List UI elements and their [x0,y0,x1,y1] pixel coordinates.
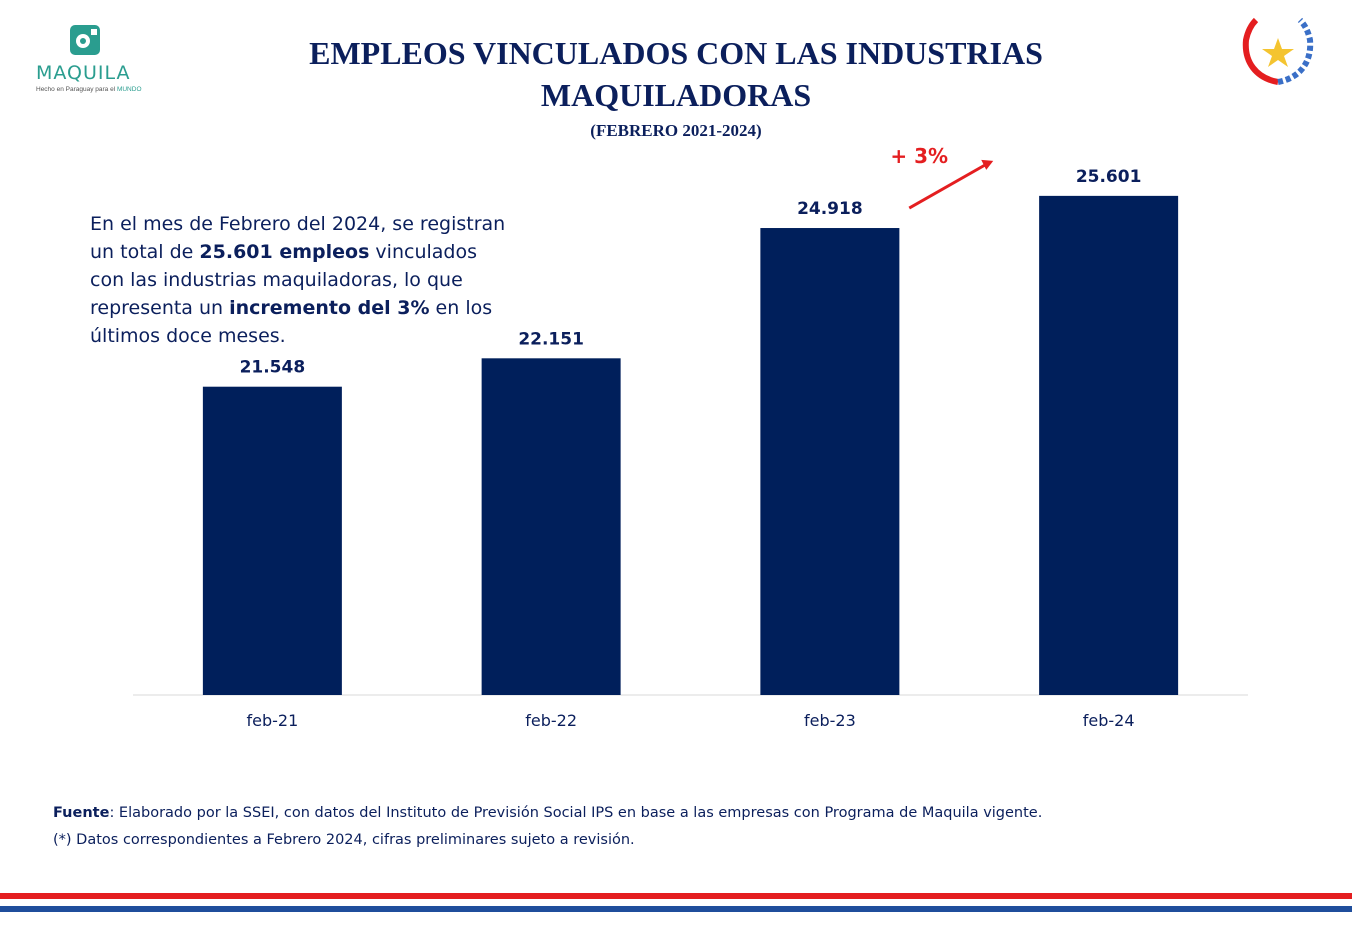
note-line: (*) Datos correspondientes a Febrero 202… [53,832,635,848]
page-subtitle: (FEBRERO 2021-2024) [590,121,762,140]
data-label-feb-22: 22.151 [518,329,584,349]
source-line: Fuente: Elaborado por la SSEI, con datos… [53,805,1043,821]
growth-arrow-line [908,163,986,210]
national-seal-icon [1242,17,1314,85]
logo-name: MAQUILA [36,62,131,84]
source-footer: Fuente: Elaborado por la SSEI, con datos… [53,800,1253,854]
flag-stripe-blue [0,906,1352,912]
x-tick-label-feb-24: feb-24 [1083,711,1135,730]
logo-tagline: Hecho en Paraguay para el MUNDO [36,86,142,93]
x-tick-label-feb-23: feb-23 [804,711,856,730]
description-text: En el mes de Febrero del 2024, se regist… [90,213,506,347]
highlight-increase: incremento del 3% [229,297,430,319]
x-tick-label-feb-21: feb-21 [246,711,298,730]
gear-icon [70,25,100,55]
page-title: EMPLEOS VINCULADOS CON LAS INDUSTRIAS MA… [309,35,1043,113]
data-label-feb-23: 24.918 [797,199,863,219]
highlight-employment: 25.601 empleos [199,241,370,263]
data-label-feb-21: 21.548 [240,358,306,378]
bar-feb-23 [760,228,900,695]
bar-feb-21 [202,386,342,695]
flag-stripe-red [0,893,1352,899]
growth-arrow-head-icon [981,159,994,170]
growth-annotation: + 3% [890,144,948,168]
bar-feb-22 [481,358,621,695]
maquila-logo: MAQUILA Hecho en Paraguay para el MUNDO [28,20,148,100]
data-label-feb-24: 25.601 [1076,167,1142,187]
bar-feb-24 [1039,195,1179,696]
employment-bar-chart: 21.548 feb-21 22.151 feb-22 24.918 feb-23 25.6… [133,144,1248,730]
x-tick-label-feb-22: feb-22 [525,711,577,730]
